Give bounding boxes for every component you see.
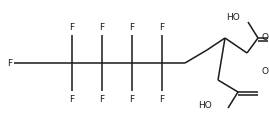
Text: HO: HO <box>226 12 240 21</box>
Text: F: F <box>160 23 165 31</box>
Text: O: O <box>261 32 268 42</box>
Text: O: O <box>261 67 268 77</box>
Text: F: F <box>129 23 134 31</box>
Text: F: F <box>8 59 13 67</box>
Text: F: F <box>160 94 165 103</box>
Text: F: F <box>100 94 105 103</box>
Text: HO: HO <box>198 102 212 111</box>
Text: F: F <box>69 94 75 103</box>
Text: F: F <box>69 23 75 31</box>
Text: F: F <box>129 94 134 103</box>
Text: F: F <box>100 23 105 31</box>
